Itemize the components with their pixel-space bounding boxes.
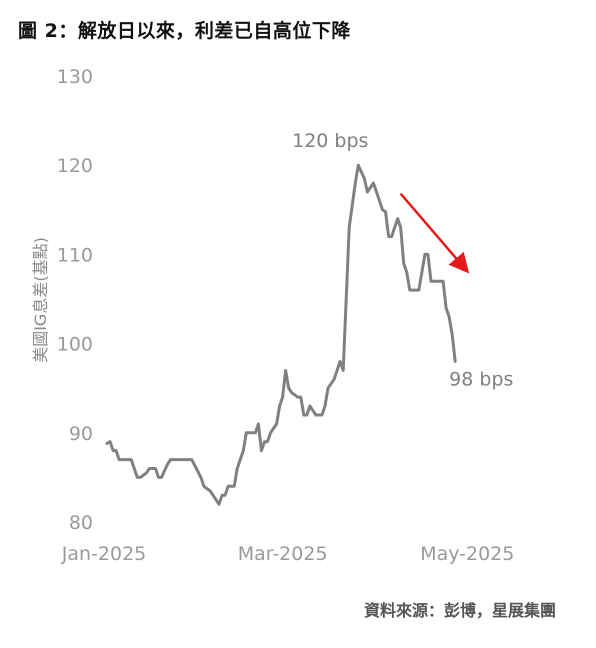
source-note: 資料來源：彭博，星展集團 (363, 601, 556, 620)
downtrend-arrow (399, 192, 470, 274)
y-axis: 80 90 100 110 120 130 (57, 66, 93, 534)
latest-annotation: 98 bps (449, 368, 513, 390)
y-tick-label: 130 (57, 66, 93, 88)
y-tick-label: 110 (57, 244, 93, 266)
annotations: 120 bps 98 bps (292, 130, 513, 390)
figure-title: 圖 2：解放日以來，利差已自高位下降 (18, 20, 351, 42)
x-axis: Jan-2025 Mar-2025 May-2025 (61, 543, 515, 565)
y-tick-label: 100 (57, 334, 93, 356)
series-line (105, 163, 457, 506)
x-tick-label: Mar-2025 (238, 543, 328, 565)
series-group (105, 163, 457, 506)
y-tick-label: 90 (69, 423, 93, 445)
y-axis-label: 美國IG息差(基點) (31, 237, 50, 363)
peak-annotation: 120 bps (292, 130, 368, 152)
y-tick-label: 80 (69, 512, 93, 534)
y-tick-label: 120 (57, 155, 93, 177)
x-tick-label: Jan-2025 (61, 543, 147, 565)
x-tick-label: May-2025 (420, 543, 514, 565)
